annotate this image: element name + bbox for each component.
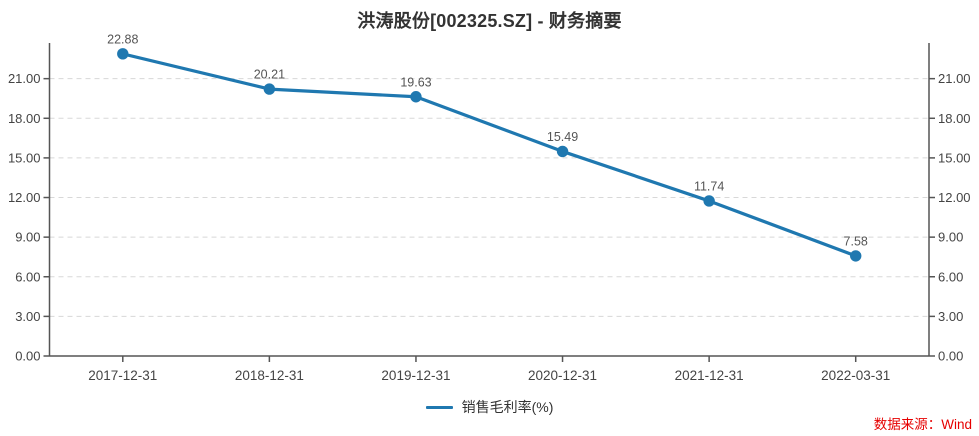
data-point-label: 7.58 <box>844 234 868 248</box>
axes <box>48 43 930 357</box>
x-tick-label: 2018-12-31 <box>235 368 304 383</box>
y-tick-label-left: 3.00 <box>15 309 40 324</box>
series-line-gross-margin <box>121 52 858 258</box>
legend-line-swatch <box>425 405 453 409</box>
y-tick-label-right: 18.00 <box>938 111 971 126</box>
y-tick-label-right: 21.00 <box>938 71 971 86</box>
x-tick-label: 2020-12-31 <box>528 368 597 383</box>
y-tick-label-left: 15.00 <box>8 150 41 165</box>
y-tick-label-left: 6.00 <box>15 269 40 284</box>
y-axis-labels: 0.00 0.00 3.00 3.00 6.00 6.00 9.00 9.00 12.00 12.… <box>8 71 971 363</box>
y-tick-label-left: 9.00 <box>15 230 40 245</box>
data-point <box>263 83 276 95</box>
y-tick-label-left: 21.00 <box>8 71 41 86</box>
data-point-label: 11.74 <box>694 179 724 193</box>
y-tick-label-right: 9.00 <box>938 230 963 245</box>
y-tick-label-right: 6.00 <box>938 269 963 284</box>
data-point <box>117 48 129 60</box>
y-tick-label-left: 12.00 <box>8 190 41 205</box>
x-tick-label: 2021-12-31 <box>675 368 744 383</box>
data-point <box>850 250 862 262</box>
gridlines <box>49 78 929 317</box>
x-tick-label: 2017-12-31 <box>88 368 157 383</box>
chart-title: 洪涛股份[002325.SZ] - 财务摘要 <box>357 11 622 31</box>
data-point-label: 22.88 <box>107 32 138 46</box>
y-tick-label-left: 18.00 <box>8 111 41 126</box>
data-point-label: 19.63 <box>400 75 431 89</box>
data-point-label: 15.49 <box>547 130 578 144</box>
x-axis-labels: 2017-12-31 2018-12-31 2019-12-31 2020-12-31… <box>88 356 890 383</box>
y-tick-label-right: 3.00 <box>938 309 963 324</box>
y-tick-label-right: 15.00 <box>938 150 971 165</box>
legend-label: 销售毛利率(%) <box>461 399 554 415</box>
data-point-markers <box>117 48 862 262</box>
data-source-note: 数据来源：Wind <box>873 417 972 432</box>
data-point <box>703 195 715 207</box>
y-tick-label-right: 12.00 <box>938 190 971 205</box>
x-tick-label: 2019-12-31 <box>381 368 450 383</box>
data-point-label: 20.21 <box>254 68 285 82</box>
value-labels: 22.88 20.21 19.63 15.49 11.74 7.58 <box>107 32 868 248</box>
y-tick-label-right: 0.00 <box>938 349 963 364</box>
data-point <box>410 91 422 103</box>
x-tick-label: 2022-03-31 <box>821 368 890 383</box>
data-point <box>556 145 569 158</box>
legend: 销售毛利率(%) <box>0 398 979 416</box>
legend-item-gross-margin[interactable]: 销售毛利率(%) <box>425 397 554 417</box>
y-tick-label-left: 0.00 <box>15 349 40 364</box>
